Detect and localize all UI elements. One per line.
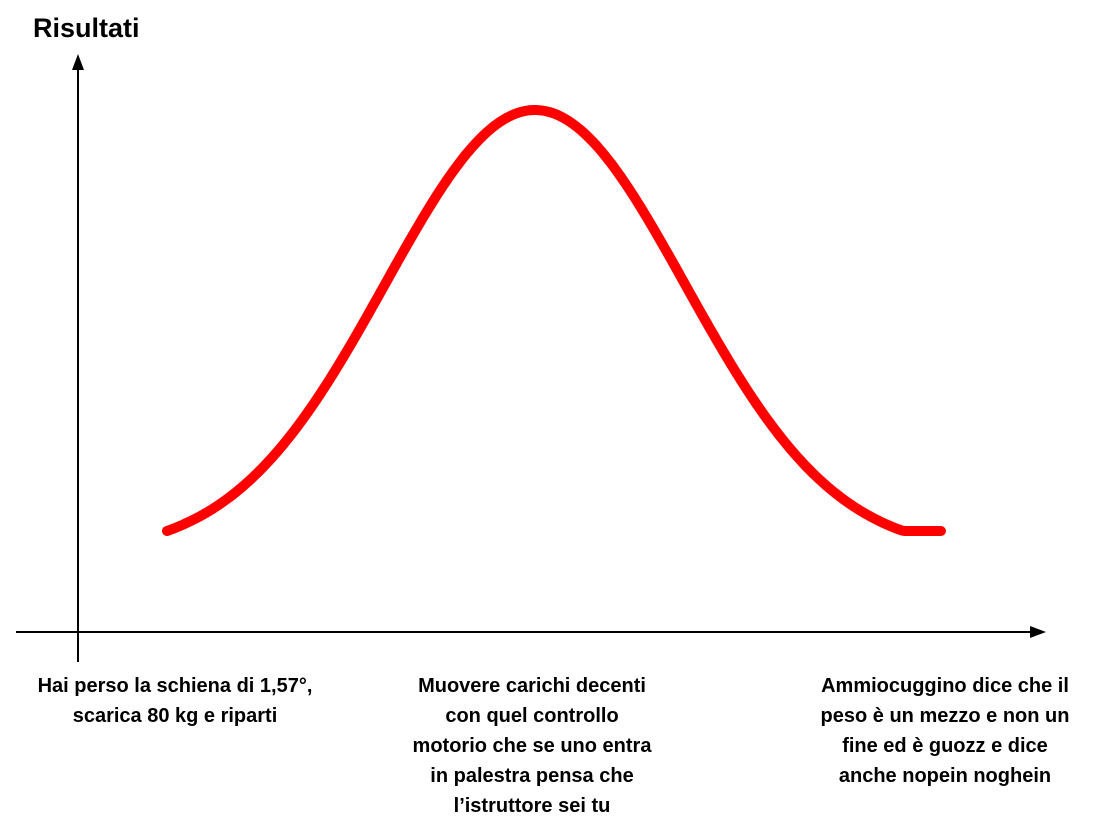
y-axis-arrowhead [72,54,84,70]
caption-right: Ammiocuggino dice che il peso è un mezzo… [820,675,1070,787]
bell-curve [162,105,946,536]
caption-left: Hai perso la schiena di 1,57°, scarica 8… [37,675,313,727]
x-axis-arrowhead [1030,626,1046,638]
y-axis-label: Risultati [33,13,140,43]
caption-center: Muovere carichi decenti con quel control… [412,675,652,817]
